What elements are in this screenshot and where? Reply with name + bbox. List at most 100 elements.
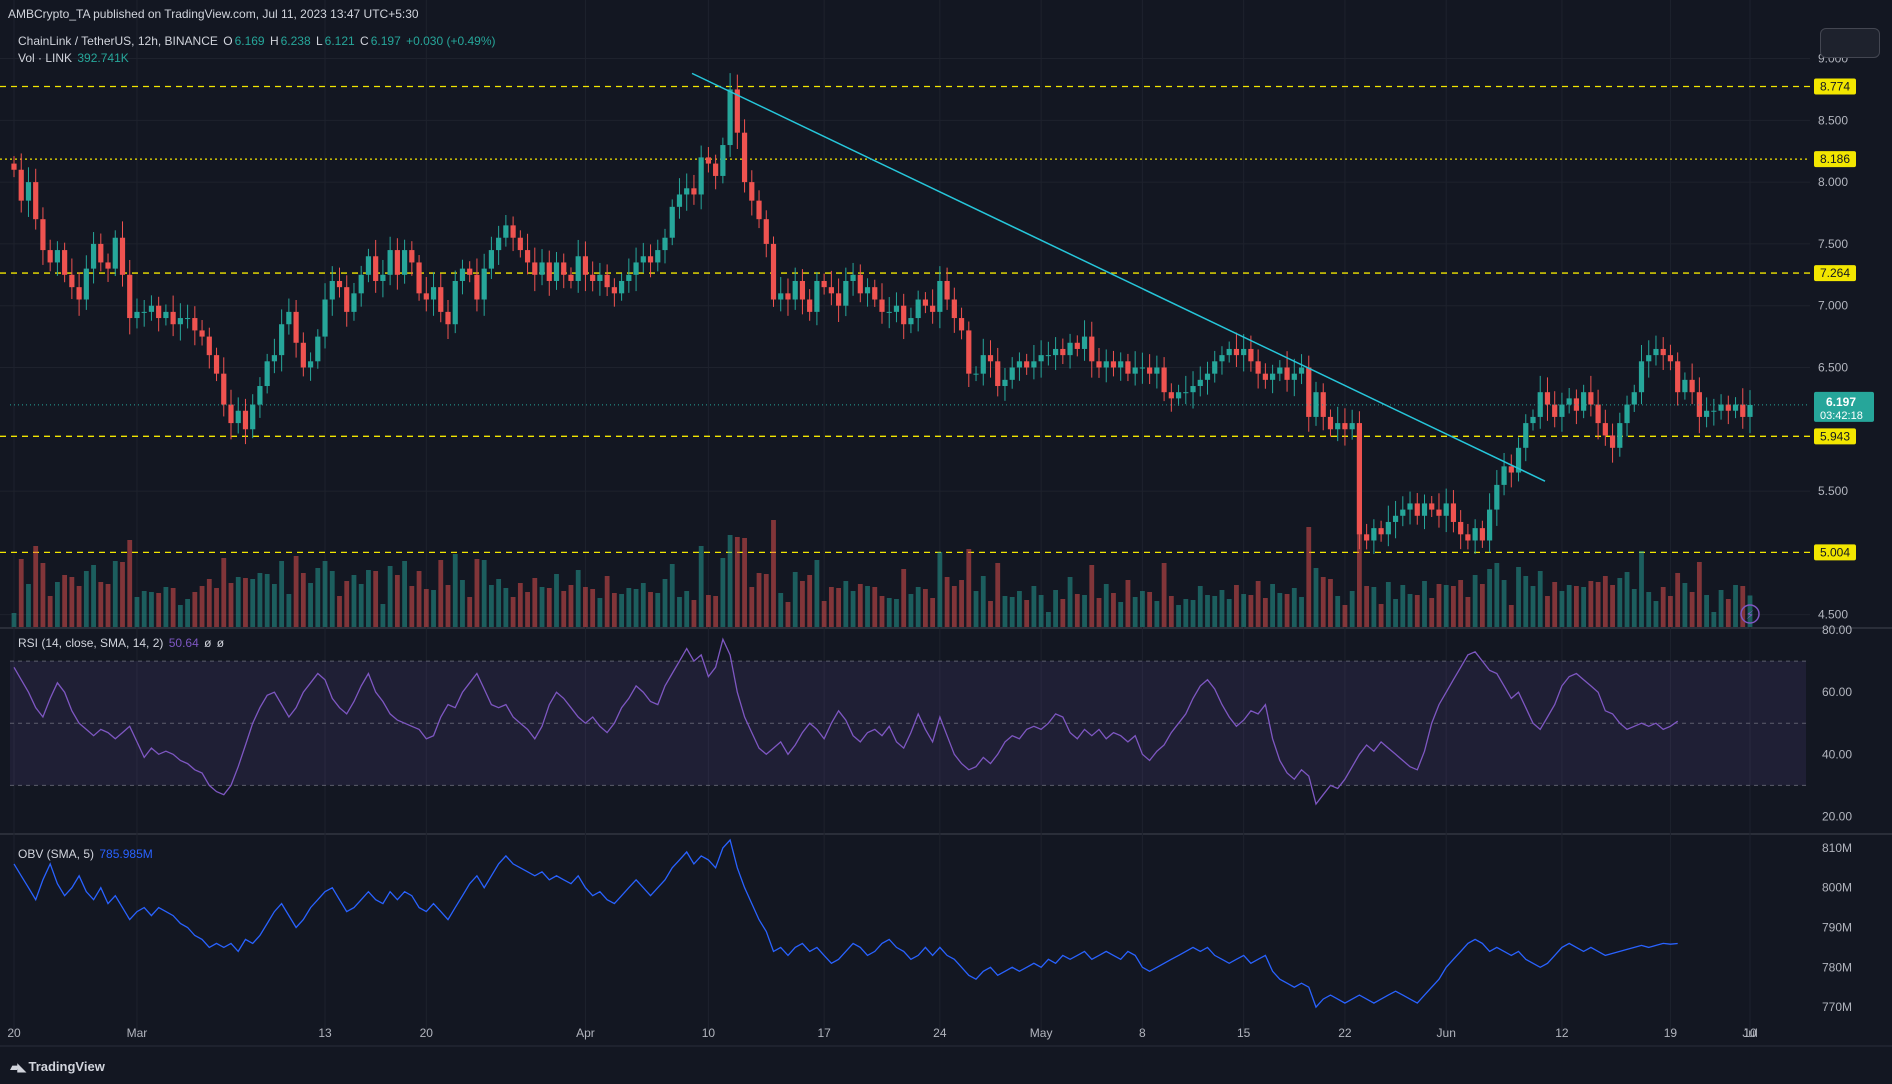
candle-body (814, 280, 820, 312)
volume-bar (597, 598, 603, 627)
volume-bar (112, 561, 118, 627)
volume-bar (1537, 571, 1543, 627)
candle-body (271, 355, 277, 362)
candle-body (1443, 503, 1449, 516)
volume-bar (1704, 595, 1709, 627)
volume-bar (156, 593, 162, 627)
volume-bar (575, 570, 581, 627)
candle-body (908, 318, 914, 325)
candle-body (1552, 404, 1558, 417)
candle-body (373, 256, 379, 281)
volume-bar (423, 589, 429, 627)
candle-body (1335, 423, 1341, 430)
candle-body (843, 280, 849, 306)
volume-bar (26, 584, 31, 627)
candle-body (1559, 404, 1565, 417)
candle-body (647, 256, 654, 263)
volume-bar (1103, 584, 1109, 627)
candle-body (1624, 404, 1630, 424)
volume-bar (250, 579, 256, 627)
volume-bar (937, 552, 943, 627)
volume-bar (467, 597, 473, 627)
candle-body (344, 287, 350, 312)
volume-bar (62, 575, 68, 627)
volume-bar (633, 589, 639, 627)
volume-bar (951, 586, 957, 627)
candle-body (242, 410, 249, 430)
volume-bar (199, 586, 205, 627)
rsi-legend[interactable]: RSI (14, close, SMA, 14, 2) 50.64 ø ø (18, 636, 226, 650)
volume-bar (1581, 587, 1587, 627)
volume-bar (1364, 586, 1370, 627)
volume-bar (1038, 595, 1044, 627)
volume-bar (402, 561, 407, 627)
volume-bar (98, 582, 104, 627)
volume-bar (828, 587, 834, 627)
volume-bar (1588, 581, 1594, 627)
volume-bar (1465, 597, 1471, 627)
candle-body (1385, 521, 1391, 535)
candle-body (47, 250, 53, 263)
candle-body (1067, 342, 1073, 356)
candle-body (496, 237, 502, 251)
symbol-legend[interactable]: ChainLink / TetherUS, 12h, BINANCE O 6.16… (18, 34, 498, 48)
candle-body (1450, 503, 1457, 522)
candle-body (713, 163, 719, 176)
obv-legend[interactable]: OBV (SMA, 5) 785.985M (18, 847, 155, 861)
time-tick-label: 13 (318, 1026, 332, 1040)
candle-body (864, 287, 871, 294)
volume-bar (814, 560, 820, 627)
candle-body (1110, 361, 1117, 368)
open-value: 6.169 (234, 34, 265, 48)
candle-body (1458, 521, 1464, 535)
volume-bar (1017, 591, 1022, 627)
volume-bar (134, 597, 140, 627)
volume-bar (836, 588, 841, 627)
candle-body (1537, 392, 1543, 417)
volume-bar (1646, 592, 1652, 627)
volume-bar (344, 581, 350, 627)
candle-body (1732, 404, 1739, 411)
candle-body (1161, 367, 1167, 393)
candle-body (358, 274, 364, 294)
volume-bar (163, 587, 169, 627)
volume-bar (1067, 577, 1073, 627)
candle-body (380, 274, 386, 281)
volume-bar (33, 546, 39, 627)
candle-body (459, 268, 466, 281)
volume-bar (1639, 551, 1644, 627)
candle-body (387, 250, 393, 275)
volume-bar (264, 574, 270, 627)
obv-tick-label: 790M (1822, 921, 1852, 935)
candle-body (119, 237, 126, 275)
volume-legend[interactable]: Vol · LINK 392.741K (18, 51, 131, 65)
candle-body (1523, 423, 1529, 448)
tradingview-logo[interactable]: ▰◣ TradingView (10, 1059, 105, 1074)
volume-bar (785, 602, 791, 627)
volume-bar (611, 593, 617, 627)
volume-bar (872, 587, 878, 627)
candle-body (1219, 355, 1225, 362)
volume-bar (800, 581, 805, 627)
candle-body (778, 293, 784, 300)
volume-bar (221, 558, 227, 627)
candle-body (430, 287, 437, 300)
high-label: H (269, 34, 279, 48)
settings-box[interactable] (1820, 28, 1880, 58)
candle-body (785, 293, 791, 300)
volume-bar (1161, 563, 1167, 627)
candle-body (300, 342, 306, 368)
replay-bolt-icon-glyph: ⚡ (1746, 608, 1754, 622)
volume-bar (1740, 586, 1746, 627)
volume-bar (1501, 580, 1507, 627)
candle-body (872, 287, 878, 300)
volume-bar (1631, 589, 1637, 627)
candle-body (756, 200, 762, 220)
time-tick-label: 10 (702, 1026, 716, 1040)
volume-bar (792, 572, 798, 627)
volume-bar (546, 588, 552, 627)
price-tick-label: 7.000 (1818, 299, 1848, 313)
volume-bar (1602, 576, 1608, 627)
candle-body (445, 311, 451, 325)
